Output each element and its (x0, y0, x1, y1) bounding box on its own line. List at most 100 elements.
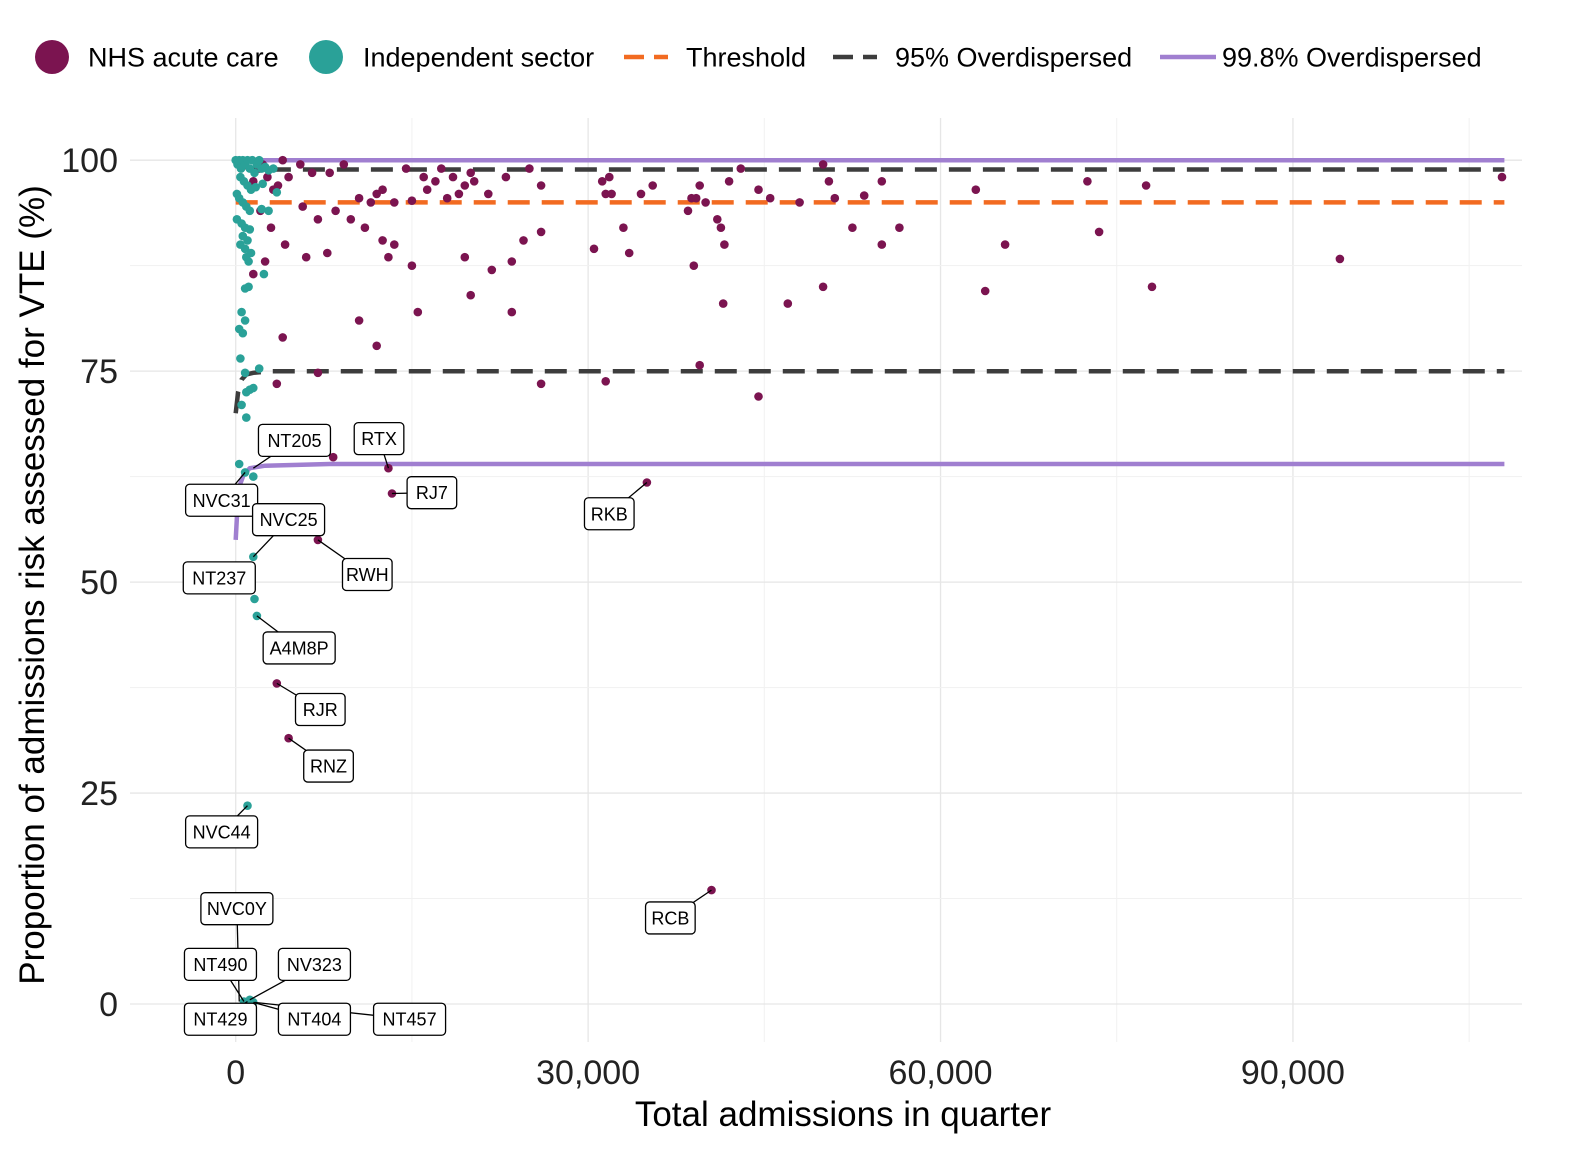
independent-point (237, 400, 246, 410)
nhs-point (273, 181, 283, 190)
point-label: NVC31 (193, 491, 251, 511)
x-axis-ticks: 0 30,000 60,000 90,000 (226, 1054, 1345, 1092)
nhs-point (1094, 227, 1104, 237)
nhs-point (536, 379, 546, 389)
nhs-point (263, 172, 272, 182)
nhs-point (466, 290, 476, 300)
point-label-box (644, 901, 696, 935)
point-label-box (184, 815, 259, 849)
nhs-point (501, 172, 511, 182)
nhs-point (689, 261, 699, 271)
point-label: RWH (346, 565, 389, 585)
nhs-point (431, 177, 440, 186)
point-label-box (372, 1002, 447, 1036)
nhs-point (422, 185, 432, 194)
independent-point (244, 282, 253, 292)
nhs-point (313, 535, 323, 545)
point-label: NT490 (193, 955, 247, 975)
nhs-point (249, 269, 258, 279)
nhs-point (536, 181, 546, 190)
nhs-point (260, 257, 270, 266)
legend-label: NHS acute care (88, 43, 279, 73)
nhs-point (313, 215, 323, 224)
nhs-point (401, 164, 411, 173)
point-label: NT205 (267, 431, 321, 451)
point-label: RNZ (310, 757, 347, 777)
nhs-point (695, 181, 704, 190)
nhs-point (378, 236, 387, 245)
nhs-point (325, 168, 335, 178)
nhs-point (466, 168, 476, 178)
nhs-point (736, 164, 746, 173)
nhs-point (859, 191, 869, 200)
point-label: RCB (651, 908, 689, 928)
legend-label: Threshold (686, 43, 806, 73)
y-axis-title: Proportion of admissions risk assessed f… (13, 185, 52, 984)
data-points (231, 155, 1507, 1007)
independent-point (238, 328, 248, 338)
nhs-point (278, 333, 288, 342)
independent-point (245, 225, 255, 234)
point-label-box (262, 631, 336, 665)
nhs-point (454, 189, 464, 199)
nhs-point (716, 223, 726, 232)
point-label-box (251, 503, 326, 537)
nhs-point (487, 265, 497, 275)
point-label-box (200, 892, 274, 926)
nhs-point (339, 160, 349, 169)
independent-point (244, 257, 253, 266)
nhs-point (284, 172, 293, 182)
y-tick-label: 0 (99, 986, 118, 1024)
nhs-point (378, 185, 387, 194)
nhs-point (313, 368, 323, 378)
point-label: A4M8P (270, 638, 329, 658)
nhs-point (323, 248, 332, 258)
x-tick-label: 0 (226, 1054, 245, 1092)
nhs-point (818, 282, 828, 292)
nhs-point (296, 160, 305, 169)
point-label: NVC25 (260, 510, 318, 530)
independent-point (250, 594, 259, 604)
y-tick-label: 100 (61, 142, 118, 180)
independent-point (240, 316, 250, 325)
legend-label: 99.8% Overdispersed (1222, 43, 1482, 73)
nhs-point (354, 316, 364, 325)
nhs-point (346, 215, 356, 224)
nhs-point (795, 198, 804, 207)
nhs-point (707, 885, 716, 895)
nhs-point (848, 223, 857, 232)
point-label-box (182, 561, 256, 595)
nhs-point (683, 206, 693, 216)
nhs-point (328, 452, 338, 462)
independent-point (257, 204, 266, 214)
x-tick-label: 60,000 (889, 1054, 993, 1092)
nhs-point (354, 193, 364, 203)
point-label-box (406, 476, 458, 510)
nhs-point (519, 236, 528, 245)
nhs-point (360, 223, 370, 232)
nhs-point (830, 193, 840, 203)
nhs-point (1000, 240, 1010, 249)
nhs-point (280, 240, 290, 249)
nhs-point (384, 252, 393, 262)
nhs-point (437, 164, 446, 173)
nhs-point (272, 379, 282, 389)
point-labels: NT205 RTX RJ7 RKB NVC31 NVC25 RWH NT237 A4M8P RJR… (182, 422, 712, 1036)
point-label: NT457 (383, 1010, 437, 1030)
legend-label: Independent sector (363, 43, 594, 73)
nhs-point (1083, 177, 1092, 186)
independent-point (237, 307, 246, 317)
point-label: RJ7 (416, 483, 448, 503)
nhs-point (589, 244, 599, 254)
nhs-point (624, 248, 634, 258)
nhs-point (407, 261, 417, 271)
nhs-point (507, 307, 517, 317)
nhs-point (605, 172, 614, 182)
independent-point (236, 354, 245, 363)
nhs-point (695, 360, 704, 370)
nhs-point (469, 177, 479, 186)
independent-point (258, 179, 268, 189)
nhs-point (818, 160, 828, 169)
nhs-point (419, 172, 429, 182)
